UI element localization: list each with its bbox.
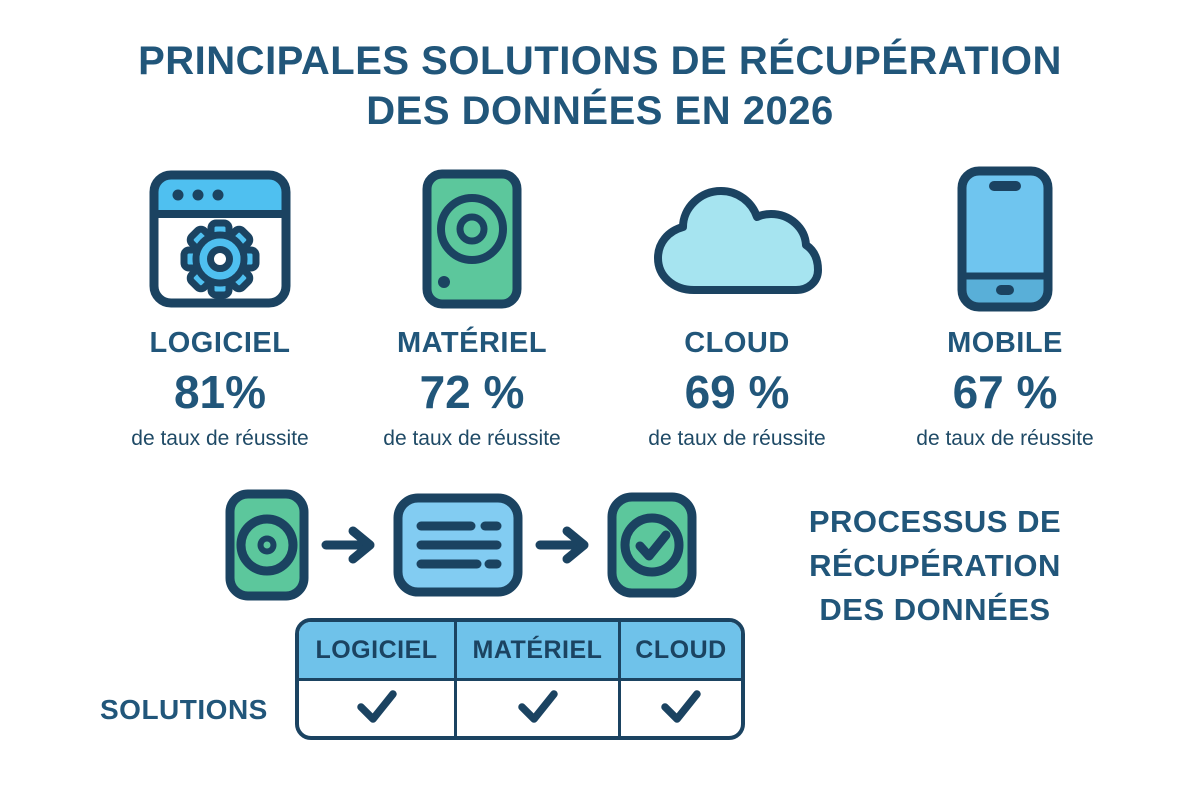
solution-label: LOGICIEL <box>149 327 291 359</box>
table-body-row <box>299 681 741 736</box>
solutions-table: LOGICIEL MATÉRIEL CLOUD <box>295 618 745 740</box>
check-icon <box>658 687 704 730</box>
process-title-line3: DES DONNÉES <box>819 592 1051 627</box>
process-title-line2: RÉCUPÉRATION <box>809 548 1061 583</box>
cloud-icon <box>602 163 872 315</box>
solution-label: CLOUD <box>684 327 790 359</box>
solution-caption: de taux de réussite <box>916 427 1094 450</box>
process-title: PROCESSUS DE RÉCUPÉRATION DES DONNÉES <box>780 500 1090 632</box>
solution-caption: de taux de réussite <box>383 427 561 450</box>
solution-value: 72 % <box>419 366 525 418</box>
solution-value: 69 % <box>684 366 790 418</box>
table-header-row: LOGICIEL MATÉRIEL CLOUD <box>299 622 741 681</box>
table-cell-logiciel-check <box>299 681 454 736</box>
table-cell-cloud-check <box>618 681 741 736</box>
solution-cloud: CLOUD 69 % de taux de réussite <box>602 163 872 451</box>
data-log-icon <box>393 493 523 602</box>
page-title-line2: DES DONNÉES EN 2026 <box>366 89 834 133</box>
success-check-icon <box>607 492 697 603</box>
process-title-line1: PROCESSUS DE <box>808 504 1062 539</box>
solution-logiciel: LOGICIEL 81% de taux de réussite <box>85 163 355 451</box>
check-icon <box>515 687 561 730</box>
table-header-logiciel: LOGICIEL <box>315 635 438 664</box>
table-row-label: SOLUTIONS <box>100 694 268 725</box>
hard-drive-icon <box>337 163 607 315</box>
solution-value: 67 % <box>952 366 1058 418</box>
table-cell-materiel-check <box>454 681 618 736</box>
solution-caption: de taux de réussite <box>131 427 309 450</box>
solution-label: MATÉRIEL <box>396 327 548 359</box>
solution-mobile: MOBILE 67 % de taux de réussite <box>870 163 1140 451</box>
solution-materiel: MATÉRIEL 72 % de taux de réussite <box>337 163 607 451</box>
right-arrow-icon <box>321 524 381 571</box>
table-header-materiel: MATÉRIEL <box>454 622 618 678</box>
solution-value: 81% <box>173 366 267 418</box>
solution-caption: de taux de réussite <box>648 427 826 450</box>
software-window-gear-icon <box>85 163 355 315</box>
right-arrow-icon <box>535 524 595 571</box>
solution-label: MOBILE <box>947 327 1063 359</box>
smartphone-icon <box>870 163 1140 315</box>
page-title-line1: PRINCIPALES SOLUTIONS DE RÉCUPÉRATION <box>138 39 1062 83</box>
check-icon <box>354 687 400 730</box>
table-header-cloud: CLOUD <box>618 622 741 678</box>
recovery-process-flow <box>225 486 697 608</box>
hard-disk-icon <box>225 489 309 606</box>
page-title: PRINCIPALES SOLUTIONS DE RÉCUPÉRATION DE… <box>0 36 1200 136</box>
